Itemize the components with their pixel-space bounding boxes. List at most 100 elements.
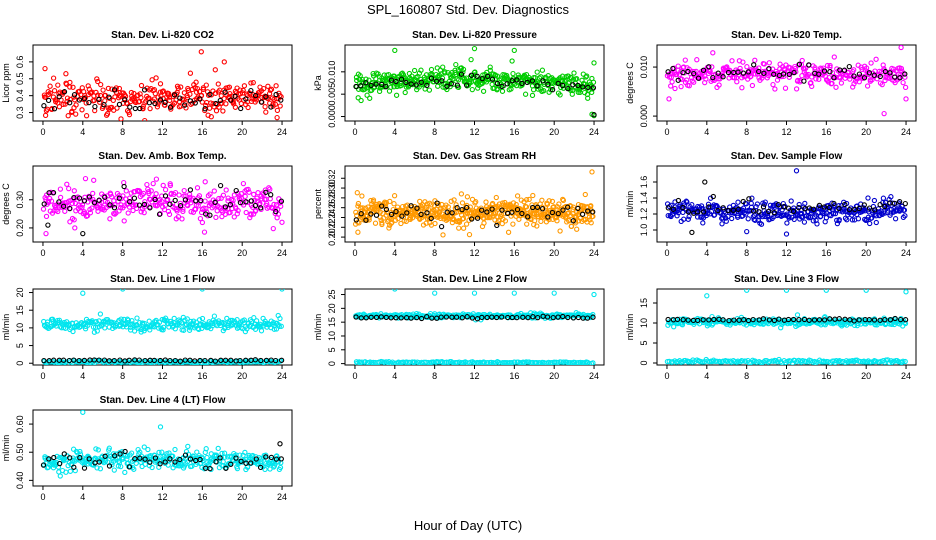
- data-point: [464, 194, 471, 200]
- data-point: [242, 193, 248, 200]
- data-point: [880, 195, 887, 201]
- data-point: [526, 196, 532, 203]
- data-point: [566, 359, 572, 365]
- data-point: [84, 212, 91, 219]
- data-point: [63, 71, 69, 77]
- data-point: [796, 61, 803, 67]
- data-point: [383, 314, 389, 321]
- data-point: [471, 290, 478, 296]
- x-tick-label: 20: [549, 371, 559, 381]
- x-tick-label: 20: [237, 371, 247, 381]
- data-point: [157, 97, 164, 103]
- data-point: [71, 188, 77, 194]
- data-point: [263, 94, 269, 100]
- data-point: [682, 57, 688, 63]
- data-point: [41, 357, 47, 364]
- data-point: [513, 201, 519, 208]
- data-point: [40, 462, 47, 468]
- data-point: [679, 322, 686, 328]
- data-point: [866, 70, 873, 76]
- data-point: [851, 73, 857, 79]
- data-point: [729, 215, 735, 222]
- data-point: [359, 193, 365, 199]
- data-point: [760, 316, 767, 322]
- data-point: [671, 324, 677, 330]
- data-point: [820, 65, 826, 71]
- data-point: [129, 199, 135, 205]
- data-point: [734, 359, 740, 365]
- data-point: [157, 81, 164, 87]
- data-point: [675, 77, 681, 83]
- data-point: [785, 205, 792, 211]
- data-point: [460, 225, 467, 231]
- data-point: [278, 203, 284, 209]
- data-point: [424, 82, 430, 89]
- data-point: [816, 71, 822, 77]
- data-point: [872, 207, 878, 213]
- x-tick-label: 24: [277, 127, 287, 137]
- data-point: [111, 87, 118, 93]
- data-point: [391, 201, 397, 207]
- data-point: [438, 314, 444, 320]
- data-point: [454, 82, 461, 88]
- data-point: [379, 203, 385, 209]
- data-point: [91, 177, 97, 183]
- data-point: [77, 448, 83, 455]
- data-point: [766, 317, 773, 323]
- data-point: [199, 289, 205, 292]
- data-point: [159, 449, 165, 455]
- data-point: [740, 198, 746, 205]
- data-point: [811, 206, 817, 212]
- y-tick-label: 0.22: [327, 219, 337, 237]
- data-point: [458, 191, 465, 197]
- data-point: [902, 74, 908, 80]
- panel-title: Stan. Dev. Line 2 Flow: [422, 274, 527, 285]
- data-point: [464, 204, 470, 211]
- data-point: [153, 191, 159, 197]
- data-point: [122, 469, 128, 476]
- data-point: [277, 441, 283, 447]
- data-point: [162, 459, 168, 465]
- data-point: [192, 358, 198, 364]
- data-point: [51, 106, 58, 112]
- data-point: [589, 169, 595, 175]
- data-point: [704, 293, 710, 299]
- series-2: [353, 313, 596, 322]
- data-point: [355, 229, 361, 235]
- data-point: [159, 199, 165, 205]
- data-point: [398, 76, 405, 82]
- data-point: [827, 207, 833, 214]
- data-point: [549, 198, 556, 205]
- data-point: [903, 96, 909, 102]
- data-point: [836, 216, 842, 223]
- data-point: [142, 456, 148, 462]
- data-point: [383, 84, 389, 90]
- data-point: [142, 117, 148, 121]
- x-tick-label: 8: [120, 248, 125, 258]
- data-point: [426, 87, 433, 93]
- data-point: [368, 211, 374, 217]
- data-point: [393, 78, 399, 85]
- data-point: [770, 81, 776, 88]
- data-point: [258, 99, 265, 105]
- data-point: [469, 86, 475, 93]
- data-point: [842, 215, 849, 221]
- data-point: [271, 201, 277, 208]
- data-point: [744, 228, 750, 235]
- data-point: [170, 453, 176, 459]
- data-point: [494, 80, 501, 87]
- data-point: [585, 84, 591, 91]
- data-point: [670, 65, 676, 72]
- data-point: [61, 451, 67, 457]
- data-point: [575, 314, 582, 321]
- data-point: [399, 213, 405, 219]
- data-point: [870, 359, 877, 365]
- data-point: [212, 67, 218, 73]
- data-point: [60, 357, 67, 363]
- data-point: [703, 76, 709, 82]
- data-point: [248, 318, 255, 325]
- data-point: [262, 104, 268, 110]
